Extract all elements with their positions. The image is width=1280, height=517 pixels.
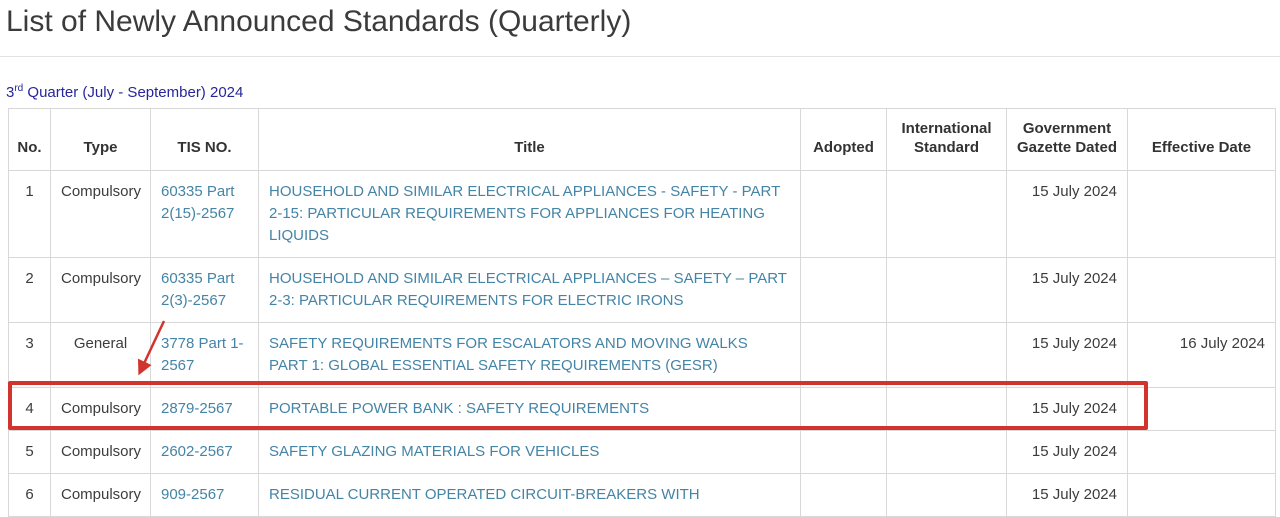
international-standard-cell [886, 473, 1007, 517]
column-header-effective-date: Effective Date [1127, 108, 1276, 171]
adopted-cell [800, 473, 887, 517]
quarter-number: 3 [6, 84, 15, 101]
row-number-cell: 1 [8, 170, 51, 258]
row-number-cell: 3 [8, 322, 51, 388]
title-cell: HOUSEHOLD AND SIMILAR ELECTRICAL APPLIAN… [258, 257, 801, 323]
header-row: No. Type TIS NO. Title Adopted Internati… [8, 108, 1276, 171]
tis-no-link[interactable]: 2602-2567 [161, 443, 233, 460]
tis-no-link[interactable]: 909-2567 [161, 486, 225, 503]
adopted-cell [800, 430, 887, 474]
column-header-tis-no: TIS NO. [150, 108, 259, 171]
standard-title-link[interactable]: HOUSEHOLD AND SIMILAR ELECTRICAL APPLIAN… [269, 270, 787, 309]
standards-table: No. Type TIS NO. Title Adopted Internati… [8, 108, 1276, 517]
standards-table-body: 1 Compulsory 60335 Part 2(15)-2567 HOUSE… [8, 170, 1276, 517]
table-row: 1 Compulsory 60335 Part 2(15)-2567 HOUSE… [8, 170, 1276, 258]
quarter-heading-link[interactable]: 3rd Quarter (July - September) 2024 [6, 83, 244, 102]
international-standard-cell [886, 387, 1007, 431]
gazette-dated-cell: 15 July 2024 [1006, 170, 1128, 258]
tis-no-link[interactable]: 2879-2567 [161, 400, 233, 417]
tis-no-cell: 909-2567 [150, 473, 259, 517]
title-cell: PORTABLE POWER BANK : SAFETY REQUIREMENT… [258, 387, 801, 431]
gazette-dated-cell: 15 July 2024 [1006, 430, 1128, 474]
type-cell: Compulsory [50, 473, 151, 517]
row-number-cell: 4 [8, 387, 51, 431]
type-cell: General [50, 322, 151, 388]
adopted-cell [800, 170, 887, 258]
standard-title-link[interactable]: SAFETY GLAZING MATERIALS FOR VEHICLES [269, 443, 600, 460]
column-header-type: Type [50, 108, 151, 171]
title-cell: RESIDUAL CURRENT OPERATED CIRCUIT-BREAKE… [258, 473, 801, 517]
tis-no-cell: 3778 Part 1-2567 [150, 322, 259, 388]
international-standard-cell [886, 170, 1007, 258]
column-header-no: No. [8, 108, 51, 171]
page-title: List of Newly Announced Standards (Quart… [6, 5, 632, 38]
international-standard-cell [886, 257, 1007, 323]
type-cell: Compulsory [50, 430, 151, 474]
tis-no-link[interactable]: 3778 Part 1-2567 [161, 335, 244, 374]
column-header-title: Title [258, 108, 801, 171]
international-standard-cell [886, 322, 1007, 388]
row-number-cell: 2 [8, 257, 51, 323]
tis-no-link[interactable]: 60335 Part 2(3)-2567 [161, 270, 235, 309]
gazette-dated-cell: 15 July 2024 [1006, 322, 1128, 388]
tis-no-link[interactable]: 60335 Part 2(15)-2567 [161, 183, 235, 222]
adopted-cell [800, 257, 887, 323]
row-number-cell: 5 [8, 430, 51, 474]
title-cell: SAFETY REQUIREMENTS FOR ESCALATORS AND M… [258, 322, 801, 388]
type-cell: Compulsory [50, 387, 151, 431]
type-cell: Compulsory [50, 257, 151, 323]
effective-date-cell: 16 July 2024 [1127, 322, 1276, 388]
table-row: 5 Compulsory 2602-2567 SAFETY GLAZING MA… [8, 430, 1276, 474]
column-header-gazette-dated: Government Gazette Dated [1006, 108, 1128, 171]
standards-page: { "page": { "title": "List of Newly Anno… [0, 4, 1280, 517]
standard-title-link[interactable]: HOUSEHOLD AND SIMILAR ELECTRICAL APPLIAN… [269, 183, 780, 244]
table-row: 4 Compulsory 2879-2567 PORTABLE POWER BA… [8, 387, 1276, 431]
gazette-dated-cell: 15 July 2024 [1006, 257, 1128, 323]
table-row: 6 Compulsory 909-2567 RESIDUAL CURRENT O… [8, 473, 1276, 517]
adopted-cell [800, 322, 887, 388]
effective-date-cell [1127, 170, 1276, 258]
adopted-cell [800, 387, 887, 431]
tis-no-cell: 60335 Part 2(3)-2567 [150, 257, 259, 323]
column-header-international-standard: International Standard [886, 108, 1007, 171]
column-header-adopted: Adopted [800, 108, 887, 171]
tis-no-cell: 2879-2567 [150, 387, 259, 431]
effective-date-cell [1127, 257, 1276, 323]
tis-no-cell: 60335 Part 2(15)-2567 [150, 170, 259, 258]
table-row: 2 Compulsory 60335 Part 2(3)-2567 HOUSEH… [8, 257, 1276, 323]
standard-title-link[interactable]: RESIDUAL CURRENT OPERATED CIRCUIT-BREAKE… [269, 486, 700, 503]
tis-no-cell: 2602-2567 [150, 430, 259, 474]
quarter-label: Quarter (July - September) 2024 [23, 84, 244, 101]
effective-date-cell [1127, 473, 1276, 517]
row-number-cell: 6 [8, 473, 51, 517]
effective-date-cell [1127, 430, 1276, 474]
table-row: 3 General 3778 Part 1-2567 SAFETY REQUIR… [8, 322, 1276, 388]
effective-date-cell [1127, 387, 1276, 431]
standard-title-link[interactable]: PORTABLE POWER BANK : SAFETY REQUIREMENT… [269, 400, 650, 417]
gazette-dated-cell: 15 July 2024 [1006, 387, 1128, 431]
gazette-dated-cell: 15 July 2024 [1006, 473, 1128, 517]
international-standard-cell [886, 430, 1007, 474]
title-cell: HOUSEHOLD AND SIMILAR ELECTRICAL APPLIAN… [258, 170, 801, 258]
standard-title-link[interactable]: SAFETY REQUIREMENTS FOR ESCALATORS AND M… [269, 335, 748, 374]
title-cell: SAFETY GLAZING MATERIALS FOR VEHICLES [258, 430, 801, 474]
quarter-ordinal: rd [14, 83, 24, 94]
type-cell: Compulsory [50, 170, 151, 258]
divider [0, 56, 1280, 57]
